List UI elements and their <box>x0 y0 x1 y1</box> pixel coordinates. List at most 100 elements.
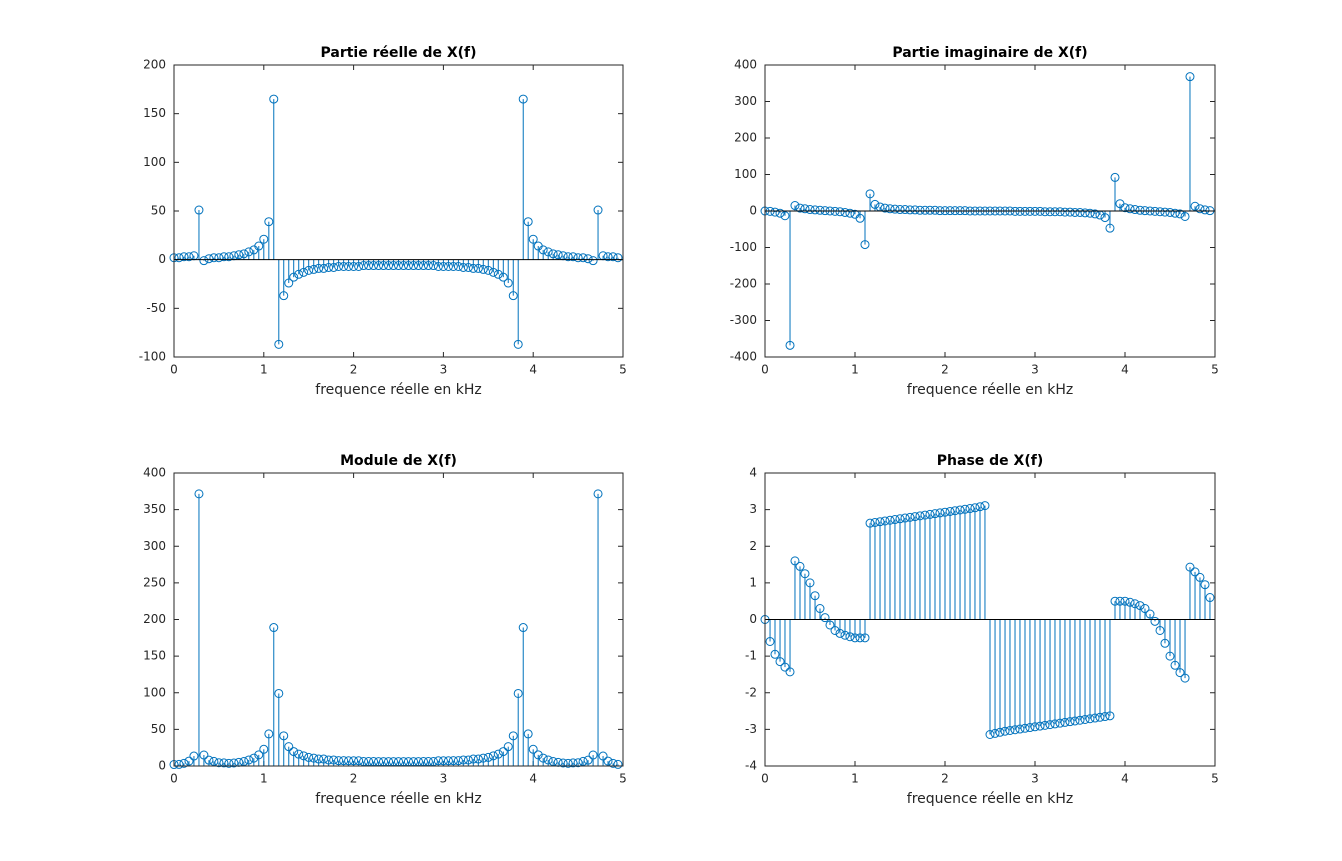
stem-marker <box>1045 207 1055 217</box>
y-tick-label: 50 <box>151 722 166 736</box>
stem-marker <box>573 758 583 768</box>
x-axis-label: frequence réelle en kHz <box>907 382 1073 398</box>
stem-marker <box>1185 562 1195 572</box>
stem-marker <box>563 252 573 262</box>
stem-marker <box>1205 593 1215 603</box>
stem-marker <box>483 265 493 275</box>
stem-marker <box>473 263 483 273</box>
stem-marker <box>1180 673 1190 683</box>
stem-marker <box>279 731 289 741</box>
axes-frame <box>764 64 1216 358</box>
y-tick-label: 200 <box>734 131 757 145</box>
y-tick-label: 300 <box>143 539 166 553</box>
stem-marker <box>1130 599 1140 609</box>
y-tick-label: -200 <box>730 277 757 291</box>
stem-marker <box>1200 580 1210 590</box>
stem-marker <box>1140 604 1150 614</box>
stem-marker <box>563 758 573 768</box>
stem-marker <box>578 253 588 263</box>
stem-marker <box>209 253 219 263</box>
stem-marker <box>885 515 895 525</box>
x-tick-label: 3 <box>1031 772 1039 786</box>
stem-marker <box>785 340 795 350</box>
stem-marker <box>1045 720 1055 730</box>
stem-marker <box>1040 207 1050 217</box>
subplot-title: Module de X(f) <box>340 453 457 469</box>
stem-marker <box>1200 205 1210 215</box>
stem-marker <box>1160 638 1170 648</box>
stem-marker <box>1050 207 1060 217</box>
stem-marker <box>548 249 558 259</box>
stem-marker <box>1035 721 1045 731</box>
stem-marker <box>503 742 513 752</box>
stem-marker <box>1030 722 1040 732</box>
x-tick-label: 0 <box>761 772 769 786</box>
x-tick-label: 0 <box>761 363 769 377</box>
y-tick-label: 150 <box>143 106 166 120</box>
y-tick-label: 0 <box>158 759 166 773</box>
stem-marker <box>1085 208 1095 218</box>
stem-marker <box>1195 204 1205 214</box>
y-tick-label: 50 <box>151 204 166 218</box>
stem-marker <box>855 213 865 223</box>
stem-marker <box>304 265 314 275</box>
axes-frame <box>173 64 624 358</box>
stem-marker <box>508 291 518 301</box>
stem-marker <box>324 755 334 765</box>
stem-marker <box>488 751 498 761</box>
stem-marker <box>980 501 990 511</box>
stem-marker <box>1065 207 1075 217</box>
stem-marker <box>354 261 364 271</box>
stem-marker <box>513 688 523 698</box>
stem-marker <box>930 205 940 215</box>
stem-marker <box>339 756 349 766</box>
stem-marker <box>1100 712 1110 722</box>
stem-marker <box>905 512 915 522</box>
stem-marker <box>508 731 518 741</box>
stem-marker <box>259 234 269 244</box>
stem-marker <box>835 628 845 638</box>
stem-marker <box>935 508 945 518</box>
stem-marker <box>1095 712 1105 722</box>
stem-marker <box>229 758 239 768</box>
stem-marker <box>603 252 613 262</box>
stem-marker <box>493 269 503 279</box>
stem-marker <box>329 755 339 765</box>
x-tick-label: 4 <box>1121 772 1129 786</box>
stem-marker <box>1120 596 1130 606</box>
stem-marker <box>920 205 930 215</box>
y-tick-label: 1 <box>749 575 757 589</box>
stem-marker <box>1170 660 1180 670</box>
stem-marker <box>204 755 214 765</box>
stem-marker <box>174 759 184 769</box>
stem-marker <box>304 752 314 762</box>
x-tick-label: 4 <box>529 772 537 786</box>
stem-marker <box>1055 718 1065 728</box>
x-tick-label: 3 <box>440 363 448 377</box>
stem-marker <box>379 261 389 271</box>
stem-marker <box>334 261 344 271</box>
stem-marker <box>795 561 805 571</box>
stem-marker <box>194 205 204 215</box>
stem-marker <box>865 189 875 199</box>
y-tick-label: -4 <box>745 759 757 773</box>
stem-marker <box>1155 625 1165 635</box>
x-tick-label: 0 <box>170 363 178 377</box>
x-tick-label: 2 <box>941 363 949 377</box>
stem-marker <box>910 512 920 522</box>
stem-marker <box>478 753 488 763</box>
stem-marker <box>593 205 603 215</box>
y-tick-label: -3 <box>745 722 757 736</box>
stem-marker <box>219 758 229 768</box>
x-tick-label: 1 <box>851 772 859 786</box>
stem-marker <box>1000 726 1010 736</box>
stem-marker <box>900 205 910 215</box>
stem-marker <box>184 252 194 262</box>
stem-marker <box>1025 723 1035 733</box>
stem-marker <box>458 262 468 272</box>
x-tick-label: 1 <box>260 772 268 786</box>
stem-marker <box>553 250 563 260</box>
stem-marker <box>860 240 870 250</box>
stem-marker <box>299 751 309 761</box>
stem-marker <box>1075 715 1085 725</box>
